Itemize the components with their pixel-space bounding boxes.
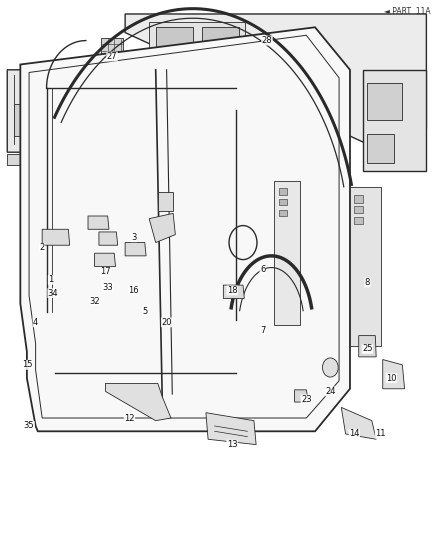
Text: 16: 16 — [128, 286, 139, 295]
Polygon shape — [149, 213, 175, 243]
Bar — [367, 83, 403, 120]
Bar — [354, 216, 363, 224]
Bar — [201, 27, 239, 54]
Polygon shape — [106, 383, 171, 421]
Polygon shape — [350, 187, 381, 346]
Text: 13: 13 — [227, 440, 237, 449]
Text: 33: 33 — [102, 283, 113, 292]
Bar — [279, 209, 287, 216]
Text: 18: 18 — [227, 286, 237, 295]
Bar — [155, 60, 193, 87]
Text: 20: 20 — [161, 318, 172, 327]
Polygon shape — [95, 253, 116, 266]
Bar — [14, 104, 49, 136]
Text: 15: 15 — [21, 360, 32, 369]
Polygon shape — [7, 70, 60, 152]
Text: 24: 24 — [325, 387, 336, 396]
Text: 4: 4 — [33, 318, 38, 327]
Text: 7: 7 — [260, 326, 265, 335]
Polygon shape — [20, 27, 350, 431]
Bar — [279, 199, 287, 205]
Text: 28: 28 — [262, 36, 272, 45]
Text: 2: 2 — [39, 244, 45, 253]
Polygon shape — [99, 232, 118, 245]
Bar — [7, 154, 68, 165]
Bar — [354, 206, 363, 213]
Bar — [279, 188, 287, 195]
Text: 1: 1 — [48, 275, 53, 284]
Text: 23: 23 — [301, 395, 311, 404]
Polygon shape — [206, 413, 256, 445]
Polygon shape — [101, 38, 123, 64]
Polygon shape — [359, 336, 376, 357]
Text: 10: 10 — [386, 374, 397, 383]
Text: 12: 12 — [124, 414, 135, 423]
Polygon shape — [149, 22, 245, 96]
Polygon shape — [341, 407, 376, 439]
Text: 32: 32 — [89, 296, 100, 305]
Text: 3: 3 — [131, 233, 137, 242]
Bar — [354, 195, 363, 203]
Text: 35: 35 — [24, 422, 35, 431]
Circle shape — [322, 358, 338, 377]
Text: 25: 25 — [362, 344, 373, 353]
Text: 11: 11 — [375, 430, 386, 439]
Polygon shape — [383, 360, 405, 389]
Polygon shape — [42, 229, 70, 245]
Bar — [367, 134, 394, 163]
Text: 17: 17 — [100, 268, 111, 276]
Polygon shape — [223, 285, 244, 298]
Text: 6: 6 — [260, 265, 265, 273]
Polygon shape — [88, 216, 109, 229]
Text: 14: 14 — [349, 430, 360, 439]
Text: ◄ PART  11A: ◄ PART 11A — [384, 7, 431, 16]
Bar — [155, 27, 193, 54]
Polygon shape — [363, 70, 426, 171]
Polygon shape — [125, 14, 426, 160]
Text: 8: 8 — [365, 278, 370, 287]
Polygon shape — [125, 243, 146, 256]
Text: 34: 34 — [48, 288, 58, 297]
Polygon shape — [158, 192, 173, 211]
Polygon shape — [294, 390, 308, 402]
Text: 5: 5 — [142, 307, 148, 316]
Text: 27: 27 — [107, 52, 117, 61]
Polygon shape — [274, 181, 300, 325]
